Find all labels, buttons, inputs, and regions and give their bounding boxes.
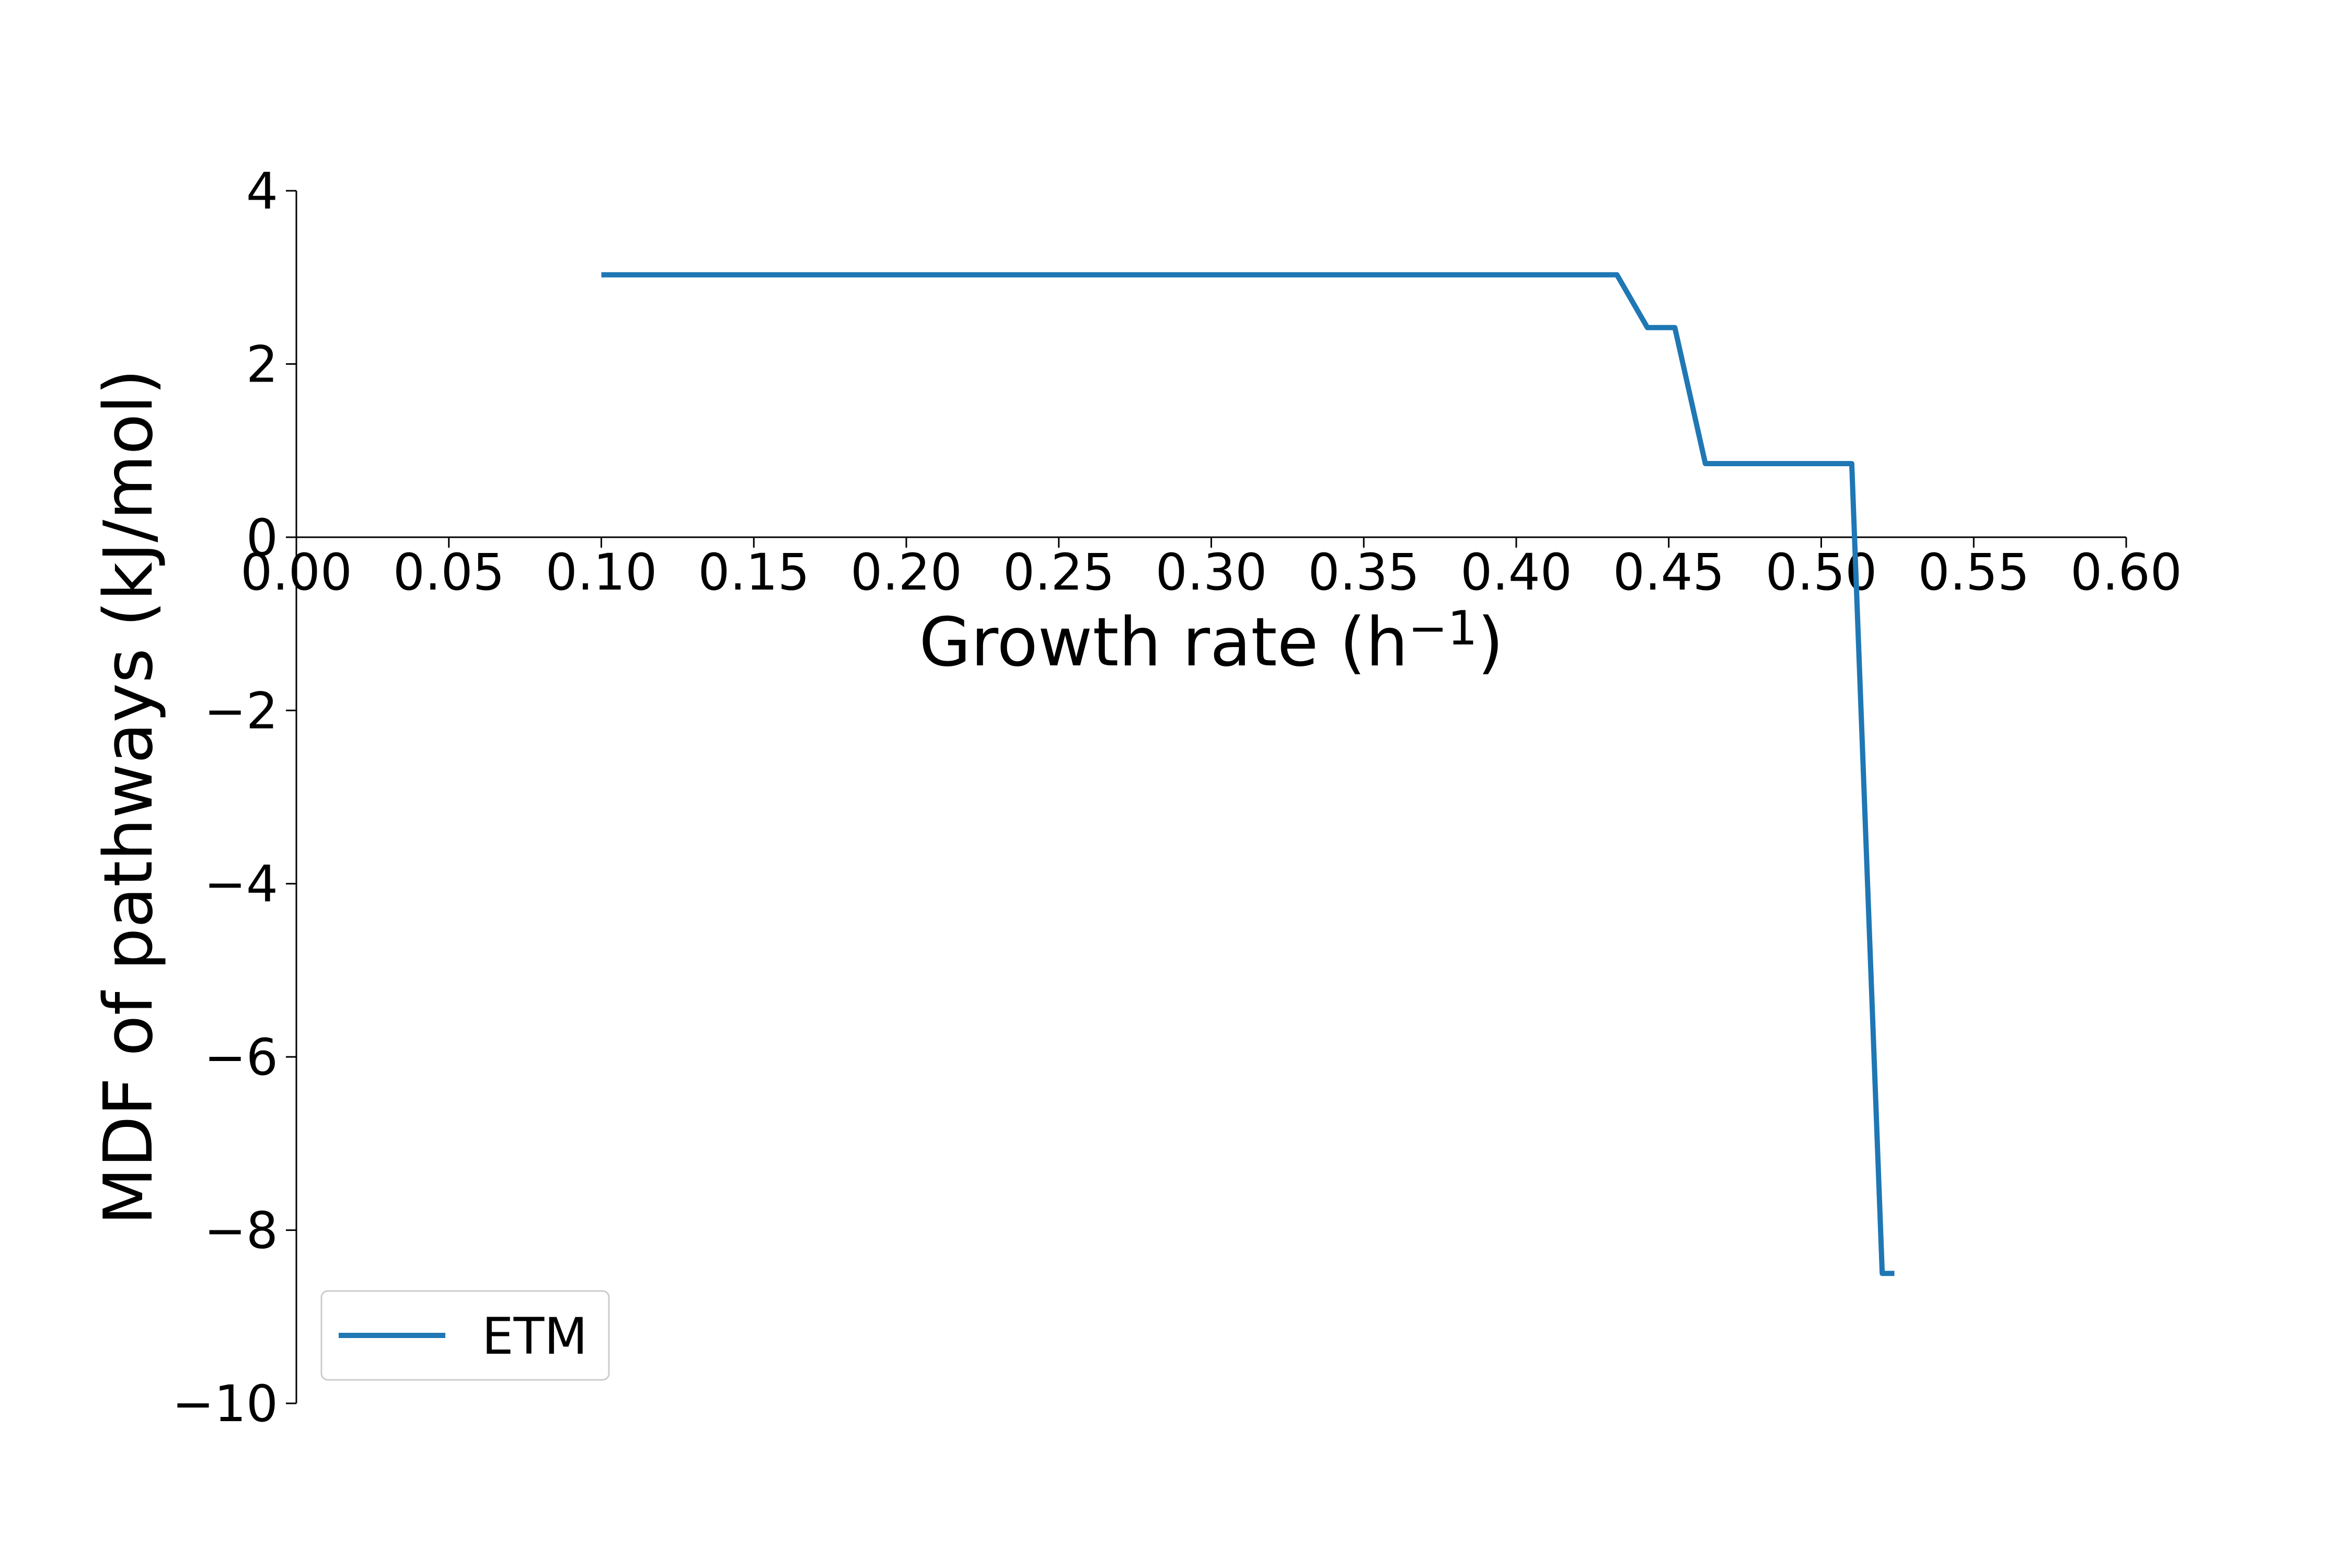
x-tick-label: 0.50 (1766, 543, 1877, 602)
y-tick-label: −6 (204, 1028, 278, 1087)
y-tick-label: 2 (246, 335, 278, 394)
x-axis-label-close: ) (1478, 604, 1504, 682)
x-tick-label: 0.20 (850, 543, 962, 602)
legend-label-etm: ETM (482, 1307, 587, 1366)
series-layer (601, 272, 1895, 1276)
y-tick-label: 0 (246, 509, 278, 567)
x-tick-label: 0.55 (1918, 543, 2030, 602)
series-line-etm (601, 272, 1895, 1276)
x-tick-label: 0.60 (2070, 543, 2182, 602)
x-tick-label: 0.15 (698, 543, 810, 602)
y-tick-label: −8 (204, 1202, 278, 1260)
x-axis-label-superscript: −1 (1408, 601, 1478, 656)
x-tick-label: 0.10 (546, 543, 658, 602)
x-tick-label: 0.00 (240, 543, 352, 602)
x-tick-label: 0.45 (1613, 543, 1725, 602)
legend: ETM (320, 1290, 610, 1381)
x-tick-label: 0.05 (393, 543, 505, 602)
y-ticks: −10 −8 −6 −4 −2 0 2 4 (172, 162, 296, 1433)
x-tick-label: 0.25 (1003, 543, 1115, 602)
axes: 0.00 0.05 0.10 0.15 0.20 0.25 0.30 0.35 0.40 0.45… (172, 162, 2182, 1433)
x-ticks: 0.00 0.05 0.10 0.15 0.20 0.25 0.30 0.35 0.40 0.45… (240, 537, 2182, 602)
x-tick-label: 0.30 (1156, 543, 1267, 602)
x-tick-label: 0.35 (1308, 543, 1420, 602)
legend-frame (320, 1290, 610, 1381)
x-axis-label: Growth rate (h−1) (919, 601, 1503, 682)
y-tick-label: −4 (204, 855, 278, 914)
y-tick-label: −2 (204, 682, 278, 740)
x-axis-label-main: Growth rate (h (919, 604, 1408, 682)
x-tick-label: 0.40 (1460, 543, 1572, 602)
y-tick-label: −10 (172, 1375, 278, 1433)
y-axis-label: MDF of pathways (kJ/mol) (90, 369, 168, 1225)
y-tick-label: 4 (246, 162, 278, 221)
